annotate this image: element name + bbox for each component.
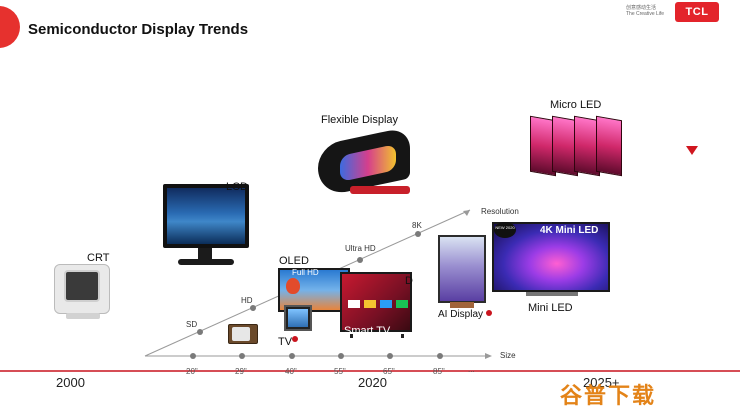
timeline-2020: 2020 bbox=[358, 375, 387, 390]
tv-marker-dot bbox=[292, 336, 298, 342]
label-lcd: LCD bbox=[226, 181, 249, 193]
app-tile bbox=[364, 300, 376, 308]
watermark: 谷普下载 bbox=[560, 383, 657, 408]
label-crt: CRT bbox=[87, 252, 110, 264]
micro-led-panels-image bbox=[530, 115, 626, 177]
red-triangle-marker bbox=[686, 146, 698, 155]
resolution-tick-sd: SD bbox=[186, 320, 198, 329]
crt-screen bbox=[64, 270, 100, 302]
app-tile bbox=[380, 300, 392, 308]
size-tick-55: 55" bbox=[334, 367, 346, 376]
size-tick-dot bbox=[437, 353, 443, 359]
app-tile bbox=[396, 300, 408, 308]
lcd-screen bbox=[167, 188, 245, 244]
slide-title: Semiconductor Display Trends bbox=[28, 21, 249, 38]
small-monitor-screen bbox=[288, 309, 308, 327]
size-tick-dot bbox=[239, 353, 245, 359]
mini-led-stand bbox=[526, 292, 578, 296]
label-oled: OLED bbox=[279, 255, 309, 267]
ai-display-stand bbox=[450, 302, 474, 308]
hot-air-balloon-graphic bbox=[286, 278, 300, 294]
size-tick-85: 85" bbox=[433, 367, 445, 376]
resolution-tick-dot bbox=[250, 305, 256, 311]
flexible-display-base bbox=[350, 186, 410, 194]
resolution-axis-label: Resolution bbox=[481, 207, 519, 216]
label-full-hd: Full HD bbox=[292, 268, 319, 277]
crt-base bbox=[66, 313, 100, 319]
size-tick-40: 40" bbox=[285, 367, 297, 376]
resolution-tick-dot bbox=[415, 231, 421, 237]
lcd-stand bbox=[198, 248, 212, 260]
size-tick-dot bbox=[338, 353, 344, 359]
size-tick-dot bbox=[289, 353, 295, 359]
resolution-tick-hd: HD bbox=[241, 296, 253, 305]
label-micro-led: Micro LED bbox=[550, 99, 602, 111]
resolution-tick-dot bbox=[357, 257, 363, 263]
size-axis-label: Size bbox=[500, 351, 516, 360]
lcd-base bbox=[178, 259, 234, 265]
size-tick-29: 29" bbox=[235, 367, 247, 376]
timeline-2000: 2000 bbox=[56, 375, 85, 390]
micro-led-panel bbox=[596, 115, 622, 177]
size-tick-20: 20" bbox=[186, 367, 198, 376]
resolution-tick-8k: 8K bbox=[412, 221, 422, 230]
label-flexible-display: Flexible Display bbox=[321, 114, 399, 126]
new-2020-badge: NEW 2020 bbox=[494, 222, 516, 238]
smart-tv-legs bbox=[350, 334, 404, 338]
app-tile bbox=[348, 300, 360, 308]
resolution-tick-ultra-hd: Ultra HD bbox=[345, 244, 376, 253]
label-smart-tv: Smart TV bbox=[344, 325, 391, 337]
label-ai-display: AI Display bbox=[438, 309, 484, 320]
size-tick-more: ... bbox=[468, 365, 475, 374]
size-tick-dot bbox=[387, 353, 393, 359]
size-tick-65: 65" bbox=[383, 367, 395, 376]
header-red-circle bbox=[0, 6, 20, 48]
tcl-logo: TCL bbox=[675, 2, 719, 22]
size-arrow-head bbox=[485, 353, 492, 359]
size-tick-dot bbox=[190, 353, 196, 359]
ai-display-image bbox=[438, 235, 486, 303]
vintage-tv-screen bbox=[232, 327, 250, 341]
brand-tagline: The Creative Life bbox=[626, 11, 665, 17]
resolution-arrow-head bbox=[463, 210, 470, 216]
resolution-tick-dot bbox=[197, 329, 203, 335]
brand-chinese-slogan: 创意感动生活 bbox=[626, 5, 657, 11]
mini-led-screen-text: 4K Mini LED bbox=[540, 225, 599, 236]
ai-display-marker-dot bbox=[486, 310, 492, 316]
label-tv: TV bbox=[278, 336, 293, 348]
label-d: D bbox=[405, 275, 413, 287]
timeline-2025-plus: 2025+ bbox=[583, 375, 620, 390]
label-mini-led: Mini LED bbox=[528, 302, 573, 314]
